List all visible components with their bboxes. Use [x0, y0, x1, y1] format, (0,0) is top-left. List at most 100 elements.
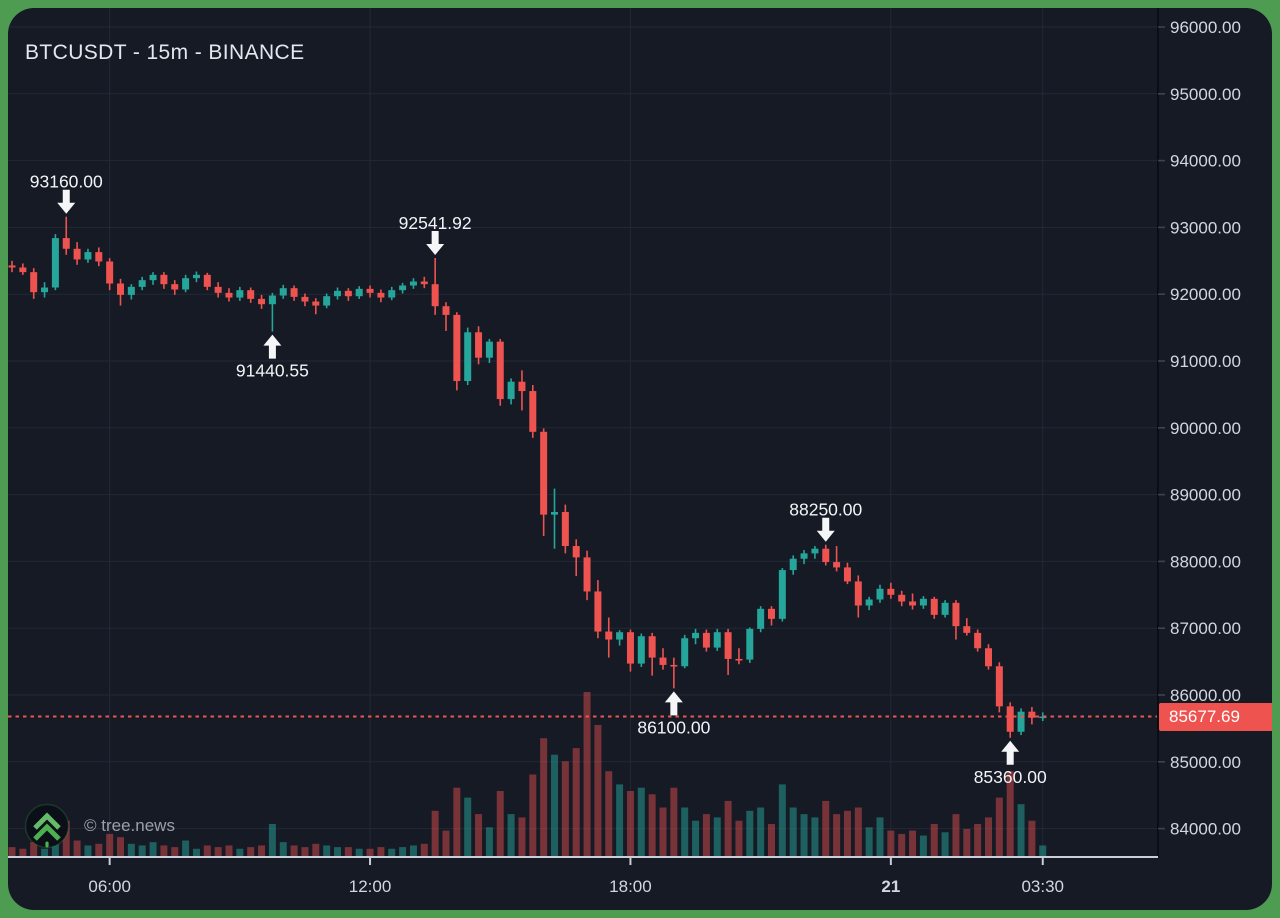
volume-bar: [507, 814, 515, 857]
candle-body: [355, 288, 363, 297]
logo-chevron-top: [33, 812, 61, 830]
volume-bar: [561, 761, 569, 857]
volume-bar: [323, 845, 331, 857]
candle-body: [73, 248, 81, 260]
candle-body: [496, 341, 504, 400]
price-tick-label: 86000.00: [1170, 686, 1241, 705]
annotation-price-label: 85360.00: [974, 767, 1047, 787]
volume-bar: [616, 784, 624, 857]
candle-body: [713, 632, 721, 648]
candle-body: [702, 632, 710, 648]
volume-bar: [192, 848, 200, 857]
candle-body: [8, 265, 16, 268]
volume-bar: [1017, 804, 1025, 857]
volume-bar: [572, 748, 580, 857]
price-tick-label: 94000.00: [1170, 152, 1241, 171]
candle-body: [778, 570, 786, 619]
volume-bar: [95, 843, 103, 857]
logo-chevron-bottom: [33, 823, 61, 841]
volume-bar: [865, 827, 873, 857]
volume-bar: [485, 827, 493, 857]
candle-body: [616, 632, 624, 640]
time-tick-label: 21: [881, 877, 900, 896]
volume-bar: [659, 807, 667, 857]
annotations: 93160.00 92541.92 91440.55 88250.00 86100.00…: [30, 172, 1047, 787]
candle-body: [377, 292, 385, 298]
volume-bar: [464, 797, 472, 857]
candle-body: [681, 638, 689, 667]
candle-body: [420, 281, 428, 285]
candle-body: [236, 290, 244, 298]
candle-body: [171, 284, 179, 290]
volume-bar: [420, 843, 428, 857]
chart-panel: 93160.00 92541.92 91440.55 88250.00 86100.00…: [8, 8, 1272, 910]
candle-body: [692, 632, 700, 639]
volume-bar: [746, 810, 754, 857]
volume-bar: [431, 810, 439, 857]
volume-bar: [713, 817, 721, 857]
volume-bar: [919, 835, 927, 857]
volume-bar: [637, 787, 645, 857]
candle-body: [1028, 711, 1036, 718]
candle-body: [312, 301, 320, 306]
volume-bar: [833, 814, 841, 857]
candle-body: [789, 558, 797, 571]
volume-bar: [529, 774, 537, 857]
volume-bar: [268, 824, 276, 857]
candle-body: [898, 594, 906, 602]
volume-bar: [583, 692, 591, 857]
volume-bar: [724, 800, 732, 857]
price-axis[interactable]: 96000.00 95000.00 94000.00 93000.00 92000.00…: [1157, 8, 1241, 857]
annotation-price-label: 92541.92: [399, 213, 472, 233]
volume-bar: [106, 833, 114, 857]
candle-body: [952, 602, 960, 627]
candlestick-chart[interactable]: 93160.00 92541.92 91440.55 88250.00 86100.00…: [8, 8, 1272, 910]
arrow-up-icon: [664, 691, 683, 716]
volume-bar: [62, 820, 70, 857]
candle-body: [605, 631, 613, 640]
volume-bar: [334, 847, 341, 857]
volume-bar: [626, 791, 634, 857]
candle-body: [941, 602, 949, 615]
volume-bar: [225, 845, 233, 857]
volume-bar: [8, 847, 16, 857]
annotation-price-label: 91440.55: [236, 361, 309, 381]
volume-bar: [290, 845, 298, 857]
candle-body: [757, 608, 765, 629]
candle-body: [854, 581, 862, 606]
arrow-up-icon: [1001, 740, 1020, 765]
arrow-down-icon: [57, 189, 76, 214]
volume-bar: [974, 824, 982, 857]
candle-body: [344, 290, 352, 297]
candle-body: [106, 261, 114, 284]
price-tick-label: 90000.00: [1170, 419, 1241, 438]
volume-bar: [182, 840, 190, 857]
volume-bar: [247, 847, 255, 857]
last-price-label[interactable]: 85677.69: [1159, 702, 1272, 731]
candle-body: [583, 557, 591, 592]
candle-body: [95, 252, 103, 262]
volume-bar: [648, 794, 656, 857]
volume-bar: [138, 845, 146, 857]
candle-body: [626, 632, 634, 664]
volume-bar: [409, 845, 417, 857]
volume-bar: [822, 800, 830, 857]
arrow-down-icon: [816, 517, 835, 542]
volume-bar: [876, 817, 884, 857]
volume-bar: [160, 845, 168, 857]
volume-bar: [214, 847, 222, 857]
volume-bar: [236, 848, 244, 857]
annotation-price-label: 93160.00: [30, 172, 103, 192]
candle-body: [637, 636, 645, 664]
candle-body: [84, 252, 92, 260]
candle-body: [811, 548, 819, 554]
volume-bar: [800, 814, 808, 857]
volume-bar: [518, 817, 526, 857]
candle-body: [659, 657, 667, 665]
volume-bar: [453, 787, 461, 857]
price-tick-label: 93000.00: [1170, 218, 1241, 237]
volume-bar: [355, 848, 363, 857]
candle-body: [30, 272, 38, 293]
time-tick-label: 06:00: [88, 877, 131, 896]
time-axis[interactable]: 06:00 12:00 18:00 21 03:30: [8, 856, 1158, 896]
